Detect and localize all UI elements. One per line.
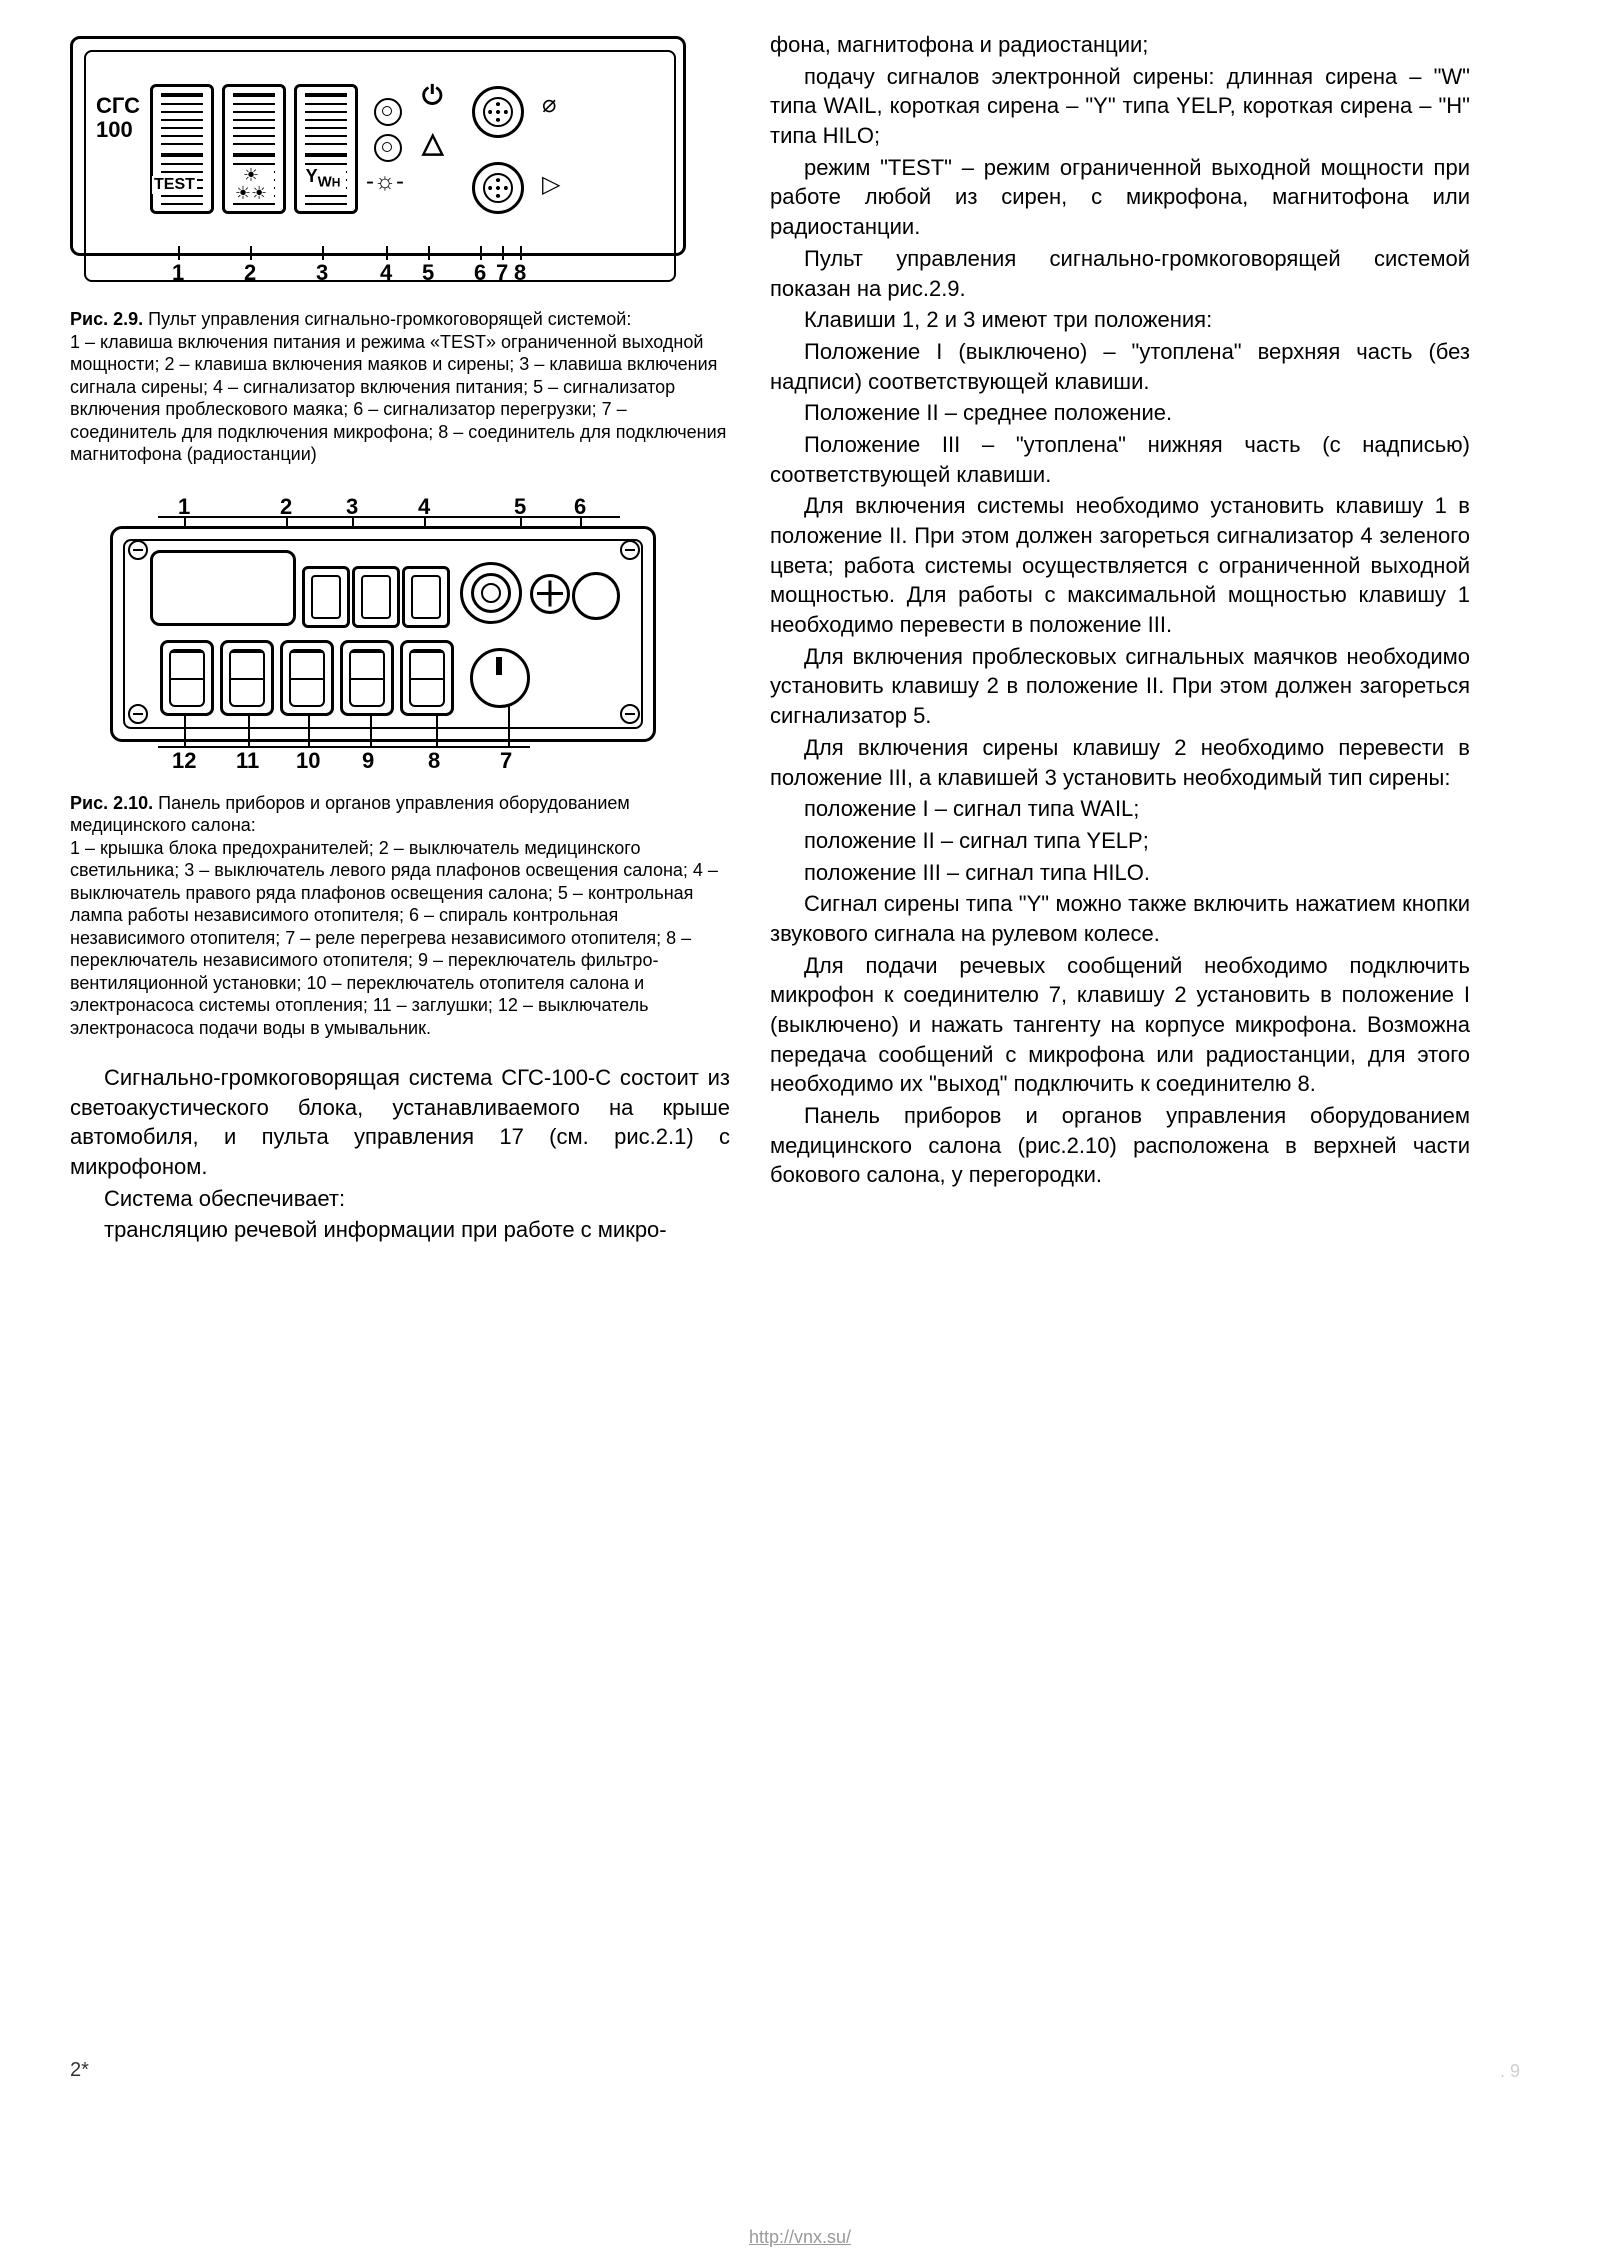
right-body-text: фона, магнитофона и радиостанции; подачу… xyxy=(770,30,1470,1190)
rocker3-label: YWH xyxy=(300,166,346,191)
coil-6-icon xyxy=(460,562,522,624)
switch-2-icon xyxy=(302,566,350,628)
led-4-icon xyxy=(374,98,402,126)
switch-10-icon xyxy=(280,640,334,716)
page-marker-left: 2* xyxy=(70,2059,89,2082)
switch-4-icon xyxy=(402,566,450,628)
switch-3-icon xyxy=(352,566,400,628)
switch-12-icon xyxy=(160,640,214,716)
figure-2-9-caption: Рис. 2.9. Пульт управления сигнально-гро… xyxy=(70,308,730,466)
warning-icon: △ xyxy=(422,126,444,159)
figure-2-10-caption: Рис. 2.10. Панель приборов и органов упр… xyxy=(70,792,730,1040)
figure-2-9: СГС 100 TEST ☀☀☀ YWH -☼- ⏻ △ ⌀ ▷ xyxy=(70,36,690,296)
switch-9-icon xyxy=(340,640,394,716)
switch-8-icon xyxy=(400,640,454,716)
knob-7-icon xyxy=(470,648,530,708)
fusebox-icon xyxy=(150,550,296,626)
page-marker-right: . 9 xyxy=(1500,2061,1520,2082)
connector-7-icon xyxy=(472,86,524,138)
figure-2-10: 1 2 3 4 5 6 xyxy=(100,490,660,780)
plug-11-icon xyxy=(220,640,274,716)
connector-8-icon xyxy=(472,162,524,214)
lamp-5-icon xyxy=(530,574,570,614)
left-body-text: Сигнально-громкоговорящая система СГС-10… xyxy=(70,1063,730,1245)
rocker2-icons: ☀☀☀ xyxy=(228,166,274,202)
radio-icon: ▷ xyxy=(542,170,560,199)
rocker1-label: TEST xyxy=(152,176,197,194)
led-5-icon xyxy=(374,134,402,162)
power-icon: ⏻ xyxy=(422,80,443,112)
tape-icon: ⌀ xyxy=(542,90,556,119)
panel-brand-2: 100 xyxy=(96,117,133,142)
panel-brand-1: СГС xyxy=(96,93,140,118)
lamp-6-icon: -☼- xyxy=(366,168,404,196)
footer-link[interactable]: http://vnx.su/ xyxy=(0,2227,1600,2248)
relay-7-icon xyxy=(572,572,620,620)
